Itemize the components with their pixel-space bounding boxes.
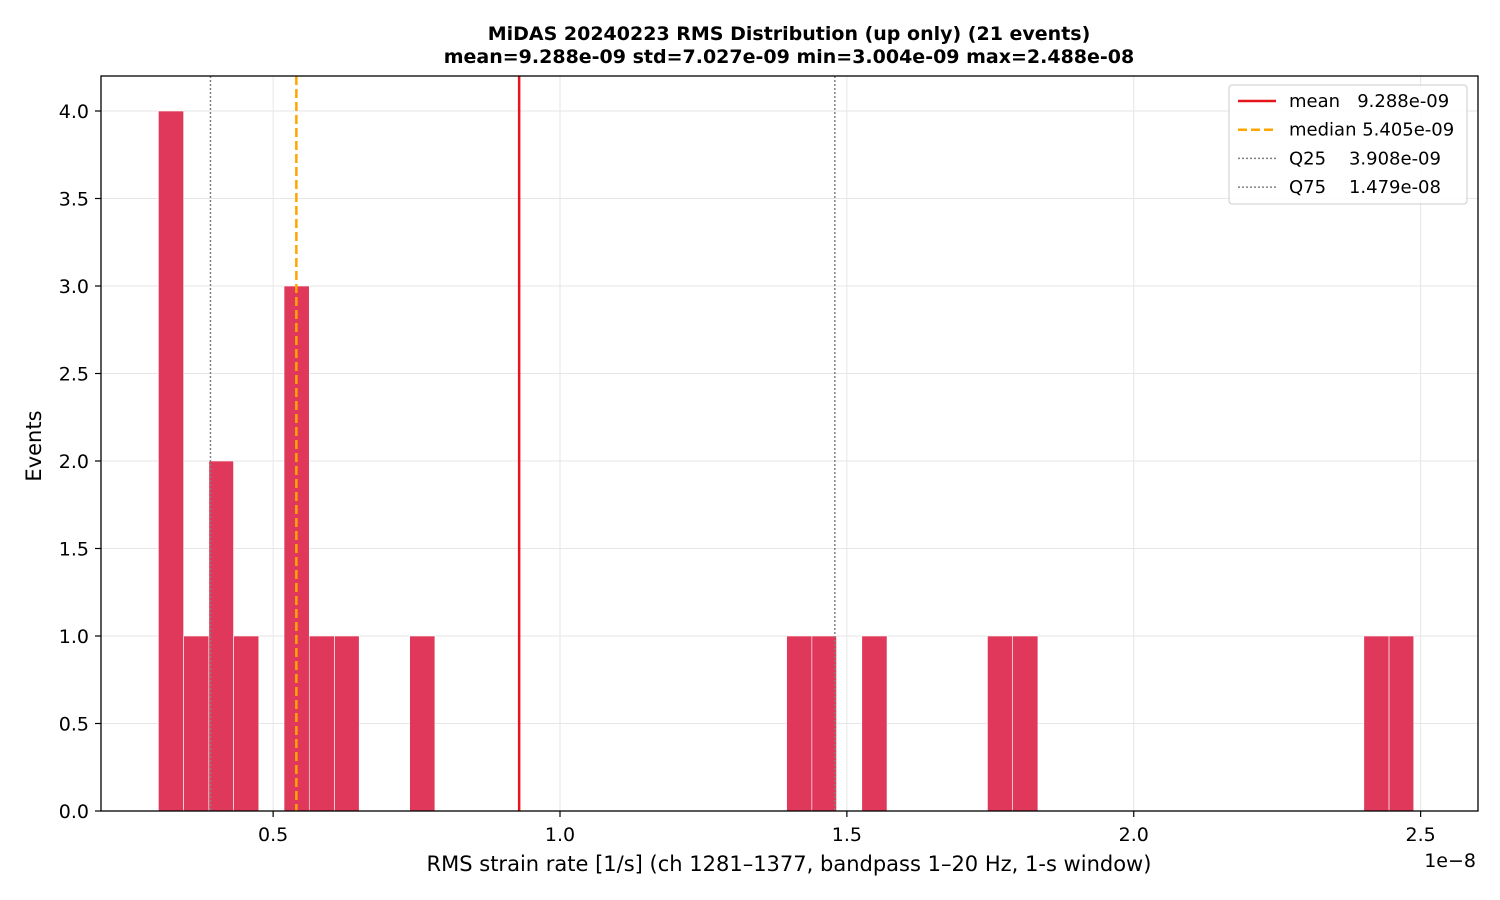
y-axis-ticks: 0.0 0.5 1.0 1.5 2.0 2.5 3.0 3.5 4.0 (59, 101, 101, 823)
y-tick-label: 4.0 (59, 101, 89, 123)
legend-label: Q25 3.908e-09 (1289, 148, 1441, 169)
legend-label: median 5.405e-09 (1289, 120, 1454, 141)
y-tick-label: 0.5 (59, 714, 89, 736)
histogram-bar (811, 635, 837, 812)
histogram-bar (861, 635, 888, 812)
histogram-bar (1012, 635, 1039, 812)
chart-subtitle: mean=9.288e-09 std=7.027e-09 min=3.004e-… (444, 46, 1135, 68)
plot-frame (100, 75, 1479, 812)
legend-label: mean 9.288e-09 (1289, 91, 1449, 112)
x-tick-label: 1.5 (832, 824, 862, 846)
x-tick-label: 2.0 (1119, 824, 1149, 846)
legend-box (1228, 84, 1468, 205)
histogram-bar (1388, 635, 1415, 812)
x-tick-label: 1.0 (545, 824, 575, 846)
y-tick-label: 2.5 (59, 364, 89, 386)
histogram-bar (786, 635, 813, 812)
histogram-bars (158, 110, 1415, 812)
histogram-bar (334, 635, 360, 812)
y-axis-label: Events (22, 410, 46, 481)
x-tick-label: 2.5 (1406, 824, 1436, 846)
legend-label: Q75 1.479e-08 (1289, 177, 1441, 198)
histogram-bar (158, 110, 184, 812)
histogram-bar (308, 635, 335, 812)
y-tick-label: 1.5 (59, 539, 89, 561)
histogram-bar (1363, 635, 1390, 812)
y-tick-label: 0.0 (59, 801, 89, 823)
histogram-bar (233, 635, 260, 812)
histogram-bar (208, 460, 234, 812)
histogram-bar (183, 635, 210, 812)
y-tick-label: 1.0 (59, 626, 89, 648)
y-tick-label: 3.0 (59, 276, 89, 298)
x-axis-ticks: 0.5 1.0 1.5 2.0 2.5 (258, 811, 1436, 846)
x-axis-offset-label: 1e−8 (1424, 850, 1476, 872)
reference-lines (209, 76, 836, 811)
x-axis-label: RMS strain rate [1/s] (ch 1281–1377, ban… (427, 852, 1152, 876)
x-tick-label: 0.5 (258, 824, 288, 846)
y-tick-label: 2.0 (59, 451, 89, 473)
y-tick-label: 3.5 (59, 189, 89, 211)
legend: mean 9.288e-09 median 5.405e-09 Q25 3.908e… (1228, 84, 1468, 205)
histogram-bar (987, 635, 1013, 812)
histogram-bar (409, 635, 436, 812)
chart-title: MiDAS 20240223 RMS Distribution (up only… (488, 23, 1091, 45)
